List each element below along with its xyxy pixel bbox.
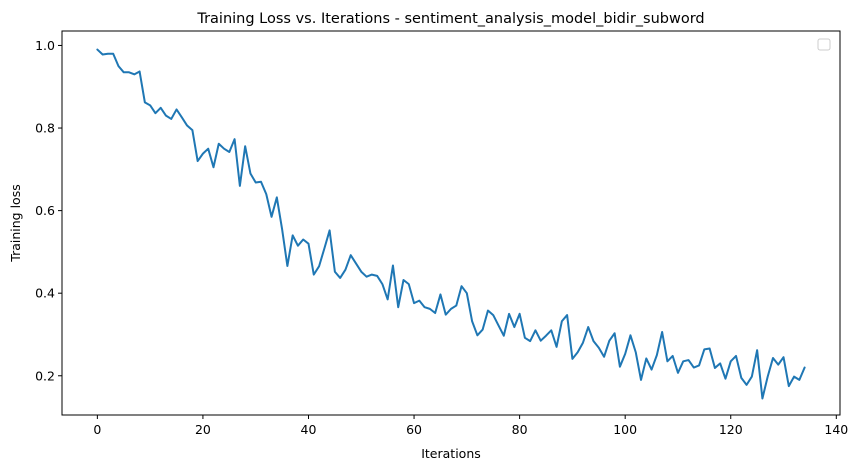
x-tick-label: 0 [93, 422, 101, 437]
plot-area-frame [61, 30, 841, 416]
y-tick-label: 0.8 [35, 121, 55, 136]
x-tick-label: 60 [406, 422, 422, 437]
legend-box [817, 38, 831, 51]
training-loss-series-line [96, 48, 806, 400]
x-tick-label: 40 [301, 422, 317, 437]
y-tick-label: 0.2 [35, 368, 55, 383]
y-tick-label: 0.4 [35, 286, 55, 301]
x-axis-label: Iterations [421, 446, 481, 461]
y-tick-label: 0.6 [35, 203, 55, 218]
y-tick-label: 1.0 [35, 38, 55, 53]
y-axis-label: Training loss [8, 184, 23, 262]
x-tick-label: 120 [719, 422, 743, 437]
x-tick-label: 100 [613, 422, 637, 437]
chart-title: Training Loss vs. Iterations - sentiment… [196, 11, 704, 27]
x-axis: 0 20 40 60 80 100 120 140 [93, 415, 848, 437]
x-tick-label: 80 [512, 422, 528, 437]
x-tick-label: 140 [824, 422, 848, 437]
y-axis: 0.2 0.4 0.6 0.8 1.0 [35, 38, 62, 383]
x-tick-label: 20 [195, 422, 211, 437]
